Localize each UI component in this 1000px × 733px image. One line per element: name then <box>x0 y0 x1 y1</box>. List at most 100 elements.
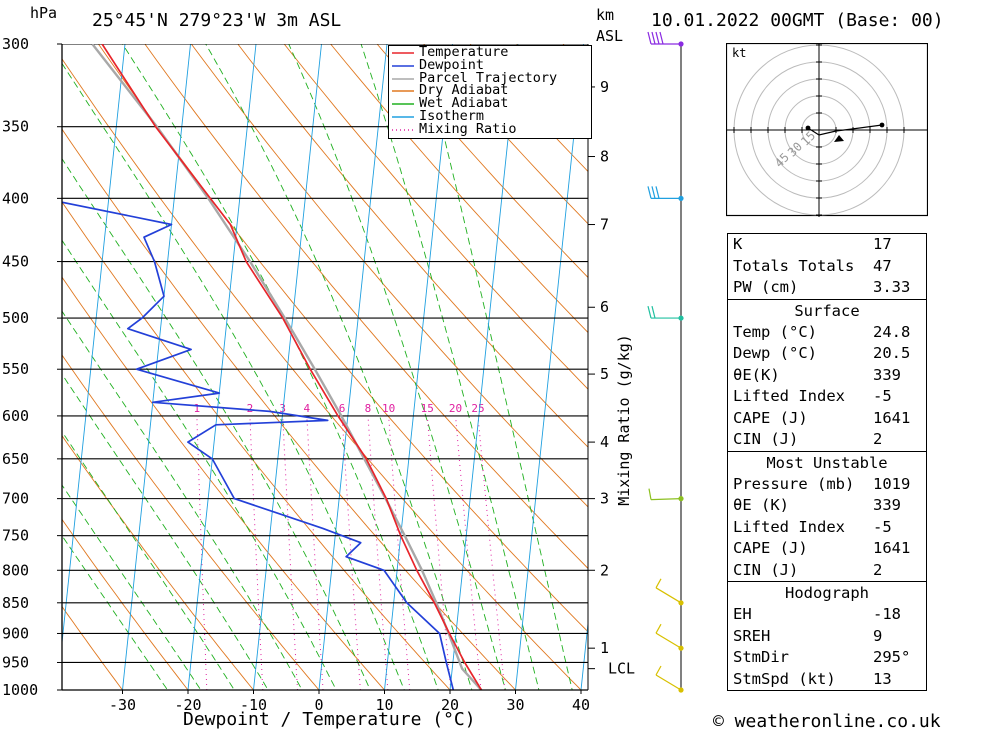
pressure-tick-label: 950 <box>2 653 29 671</box>
mixing-ratio-label: 15 <box>421 402 434 415</box>
wind-barb-feather <box>655 578 662 589</box>
pressure-tick-label: 800 <box>2 561 29 579</box>
index-name: Lifted Index <box>733 387 845 405</box>
pressure-tick-label: 500 <box>2 309 29 327</box>
km-tick-label: 5 <box>600 365 609 383</box>
mixing-ratio-label: 6 <box>339 402 346 415</box>
pressure-tick-label: 300 <box>2 35 29 53</box>
dry-adiabat-line <box>62 434 255 690</box>
hodograph-point <box>879 122 885 128</box>
km-tick-label: 3 <box>600 490 609 508</box>
wind-barb-shaft <box>655 587 682 604</box>
mixing-ratio-line <box>306 415 324 690</box>
index-name: PW (cm) <box>733 278 799 296</box>
index-value: 47 <box>873 256 892 275</box>
pressure-unit-label: hPa <box>30 4 58 22</box>
pressure-tick-label: 700 <box>2 490 29 508</box>
km-tick-label: 4 <box>600 433 609 451</box>
index-name: θE(K) <box>733 365 780 384</box>
pressure-tick-label: 750 <box>2 527 29 545</box>
copyright-link[interactable]: © weatheronline.co.uk <box>713 711 941 732</box>
legend-item: Parcel Trajectory <box>389 69 591 86</box>
index-name: StmDir <box>733 648 789 666</box>
index-value: 339 <box>873 496 901 514</box>
wet-adiabat-line <box>62 310 303 690</box>
index-value: 339 <box>873 365 901 384</box>
index-name: StmSpd (kt) <box>733 669 836 688</box>
pressure-tick-label: 550 <box>2 360 29 378</box>
legend-item: Dewpoint <box>389 58 591 72</box>
dry-adiabat-line <box>283 44 588 390</box>
mixing-ratio-label: 8 <box>365 402 372 415</box>
index-value: 13 <box>873 669 892 688</box>
isotherm-line <box>318 44 388 690</box>
wet-adiabat-line <box>62 484 202 690</box>
wind-barb-feather <box>647 186 652 199</box>
index-value: 9 <box>873 626 883 645</box>
x-axis-label: Dewpoint / Temperature (°C) <box>183 709 476 730</box>
legend-swatch <box>392 64 414 67</box>
pressure-tick-label: 400 <box>2 189 29 207</box>
index-value: 1019 <box>873 474 911 493</box>
index-name: SREH <box>733 626 771 645</box>
index-name: CIN (J) <box>733 560 799 579</box>
mixing-ratio-line <box>426 415 452 690</box>
index-value: 3.33 <box>873 278 911 296</box>
mixing-ratio-label: 25 <box>471 402 484 415</box>
most-unstable-section-title: Most Unstable <box>766 453 888 472</box>
index-name: Totals Totals <box>733 256 855 275</box>
index-value: 17 <box>873 235 892 253</box>
index-row: Lifted Index -5 <box>728 386 926 408</box>
km-tick-label: 1 <box>600 639 609 657</box>
isotherm-line <box>253 44 322 690</box>
wind-barb-feather <box>647 31 652 45</box>
mixing-ratio-line <box>196 415 208 690</box>
index-value: 20.5 <box>873 344 911 362</box>
index-value: 1641 <box>873 539 911 557</box>
km-tick-label: 7 <box>600 216 609 234</box>
legend-label: Dry Adiabat <box>419 82 509 99</box>
legend-swatch <box>392 90 414 93</box>
wet-adiabat-line <box>62 430 235 690</box>
isotherm-line <box>122 44 191 690</box>
legend-label: Parcel Trajectory <box>419 69 558 86</box>
legend-label: Isotherm <box>419 107 485 124</box>
dry-adiabat-line <box>376 44 588 279</box>
legend-swatch <box>392 52 414 54</box>
index-name: CAPE (J) <box>733 539 808 557</box>
index-name: Lifted Index <box>733 517 845 536</box>
hodograph-unit: kt <box>732 46 746 60</box>
x-tick-label: -20 <box>174 696 201 714</box>
legend-swatch <box>392 103 414 105</box>
x-tick-label: -30 <box>109 696 136 714</box>
legend-label: Wet Adiabat <box>419 95 509 112</box>
index-row: SREH 9 <box>728 626 926 648</box>
index-row: K 17 <box>728 234 926 256</box>
index-row: Lifted Index -5 <box>728 517 926 539</box>
index-value: -5 <box>873 517 892 536</box>
index-name: CAPE (J) <box>733 408 808 427</box>
wind-barb-feather <box>648 488 652 500</box>
indices-table: K 17 Totals Totals 47 PW (cm) 3.33 Surface Te… <box>727 233 927 691</box>
index-row: θE(K) 339 <box>728 365 926 387</box>
altitude-unit-asl: ASL <box>596 27 624 45</box>
wind-barb-shaft <box>655 674 682 691</box>
dry-adiabat-line <box>422 44 588 225</box>
surface-section-title: Surface <box>794 301 860 320</box>
index-row: Dewp (°C) 20.5 <box>728 343 926 365</box>
wind-barb-feather <box>655 31 660 45</box>
pressure-tick-label: 900 <box>2 624 29 642</box>
temperature-line <box>101 44 483 690</box>
index-name: Temp (°C) <box>733 322 817 341</box>
isotherm-line <box>449 44 519 690</box>
chart-legend: Temperature Dewpoint Parcel Trajectory Dry … <box>388 45 592 139</box>
dry-adiabat-line <box>330 44 588 334</box>
pressure-tick-label: 600 <box>2 407 29 425</box>
km-tick-label: 8 <box>600 148 609 166</box>
index-row: EH -18 <box>728 604 926 626</box>
legend-item: Dry Adiabat <box>389 84 591 97</box>
index-row: Temp (°C) 24.8 <box>728 322 926 344</box>
wind-barb-feather <box>655 186 660 199</box>
